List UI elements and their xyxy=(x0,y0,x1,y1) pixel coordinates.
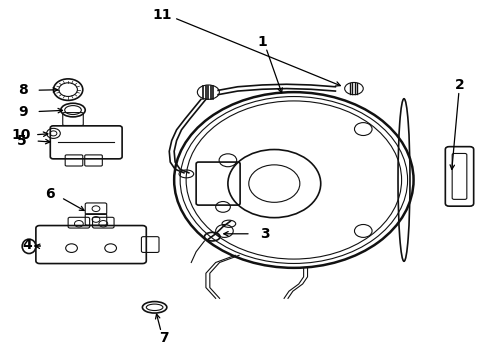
Text: 10: 10 xyxy=(12,128,31,142)
Text: 11: 11 xyxy=(152,8,171,22)
Text: 7: 7 xyxy=(160,331,169,345)
Text: 1: 1 xyxy=(257,35,267,49)
Text: 5: 5 xyxy=(17,134,26,148)
Text: 8: 8 xyxy=(18,84,27,97)
Text: 2: 2 xyxy=(455,78,465,92)
Text: 6: 6 xyxy=(45,187,54,201)
Text: 4: 4 xyxy=(23,238,32,252)
Text: 3: 3 xyxy=(260,227,270,241)
Text: 9: 9 xyxy=(18,105,27,119)
